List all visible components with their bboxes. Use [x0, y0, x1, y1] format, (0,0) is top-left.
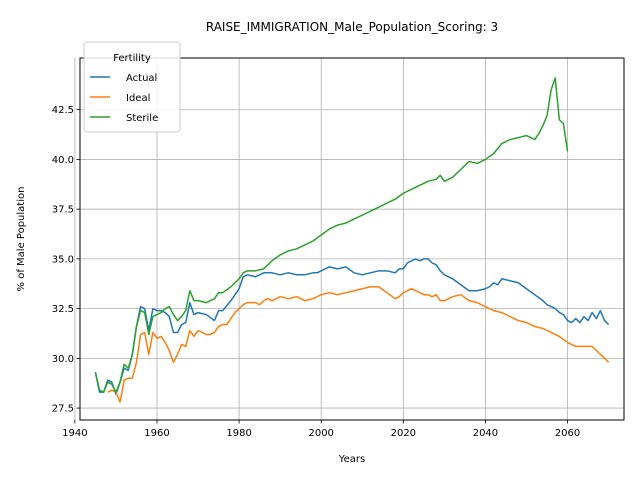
legend-box: [83, 41, 181, 133]
series-line-actual: [94, 258, 610, 395]
series-line-ideal: [107, 285, 610, 403]
x-tick-label: 1940: [62, 428, 87, 439]
x-tick-label: 2000: [308, 428, 333, 439]
y-axis-ticks: 27.5 30.0 32.5 35.0 37.5 40.0 42.5: [52, 105, 80, 415]
plot-frame: [79, 57, 625, 421]
chart-title: RAISE_IMMIGRATION_Male_Population_Scorin…: [206, 20, 498, 34]
y-tick-label: 27.5: [52, 404, 74, 415]
x-axis-ticks: 1940 1960 1980 2000 2020 2040 2060: [62, 420, 580, 439]
y-tick-label: 35.0: [52, 254, 74, 265]
grid: [74, 58, 624, 420]
x-tick-label: 2040: [473, 428, 498, 439]
y-tick-label: 32.5: [52, 304, 74, 315]
y-tick-label: 30.0: [52, 354, 74, 365]
legend: Fertility Actual Ideal Sterile: [83, 41, 181, 133]
y-axis-title: % of Male Population: [16, 187, 27, 292]
legend-label-sterile: Sterile: [126, 113, 158, 124]
x-axis-title: Years: [338, 454, 365, 465]
x-tick-label: 1980: [226, 428, 251, 439]
legend-label-actual: Actual: [126, 73, 157, 84]
x-tick-label: 2020: [391, 428, 416, 439]
y-tick-label: 42.5: [52, 105, 74, 116]
x-tick-label: 1960: [144, 428, 169, 439]
y-tick-label: 37.5: [52, 205, 74, 216]
legend-label-ideal: Ideal: [126, 93, 150, 104]
plot-lines: [94, 77, 610, 403]
x-tick-label: 2060: [555, 428, 580, 439]
legend-items: Actual Ideal Sterile: [90, 73, 158, 124]
series-line-sterile: [94, 77, 569, 393]
y-tick-label: 40.0: [52, 155, 74, 166]
legend-title: Fertility: [113, 53, 151, 64]
